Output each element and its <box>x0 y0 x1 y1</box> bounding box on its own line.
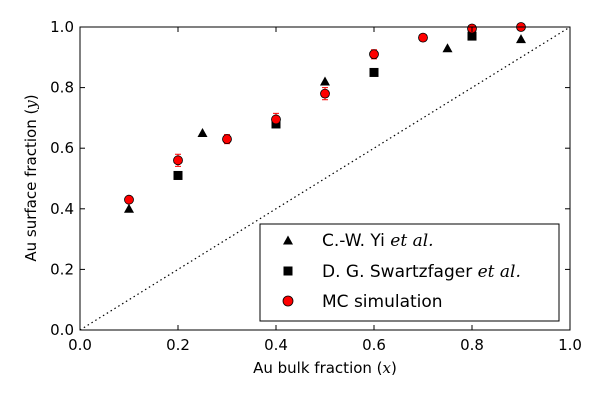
y-tick-label: 0.4 <box>50 200 74 218</box>
legend-label-swartzfager: D. G. Swartzfager et al. <box>322 262 521 282</box>
legend-circle-marker <box>282 295 294 307</box>
data-point-triangle <box>320 76 330 86</box>
x-tick-label: 0.0 <box>68 336 92 354</box>
data-point-triangle <box>197 128 208 138</box>
data-point-circle <box>369 49 379 60</box>
y-tick-label: 0.0 <box>50 321 74 339</box>
legend-box <box>259 223 560 322</box>
data-point-square <box>369 67 379 77</box>
series-circle <box>124 22 526 205</box>
y-axis-title: Au surface fraction (y) <box>22 94 40 261</box>
data-point-circle <box>320 88 330 99</box>
x-tick-label: 0.2 <box>166 336 190 354</box>
data-point-circle <box>124 194 134 205</box>
y-tick-label: 0.8 <box>50 79 74 97</box>
data-point-triangle <box>442 43 453 53</box>
legend-triangle-marker <box>283 235 293 245</box>
series-triangle <box>124 34 526 213</box>
data-point-circle <box>173 155 183 166</box>
plot-frame <box>79 26 571 331</box>
reference-line <box>80 27 570 330</box>
legend: C.-W. Yi et al. D. G. Swartzfager et al.… <box>259 223 560 322</box>
data-point-triangle <box>516 34 526 44</box>
y-tick-label: 1.0 <box>50 18 74 36</box>
legend-label-yi: C.-W. Yi et al. <box>322 231 434 251</box>
legend-square-marker <box>283 266 293 276</box>
x-tick-label: 0.4 <box>264 336 288 354</box>
y-tick-label: 0.6 <box>50 139 74 157</box>
x-axis-title: Au bulk fraction (x) <box>253 359 397 377</box>
data-point-square <box>173 170 183 180</box>
y-tick-label: 0.2 <box>50 260 74 278</box>
data-point-circle <box>271 114 281 125</box>
x-tick-label: 1.0 <box>558 336 582 354</box>
x-tick-label: 0.6 <box>362 336 386 354</box>
legend-label-mc: MC simulation <box>322 292 443 312</box>
data-point-circle <box>418 32 428 43</box>
data-point-square <box>467 31 477 41</box>
x-tick-label: 0.8 <box>460 336 484 354</box>
data-point-triangle <box>124 203 134 213</box>
data-point-circle <box>222 134 232 145</box>
